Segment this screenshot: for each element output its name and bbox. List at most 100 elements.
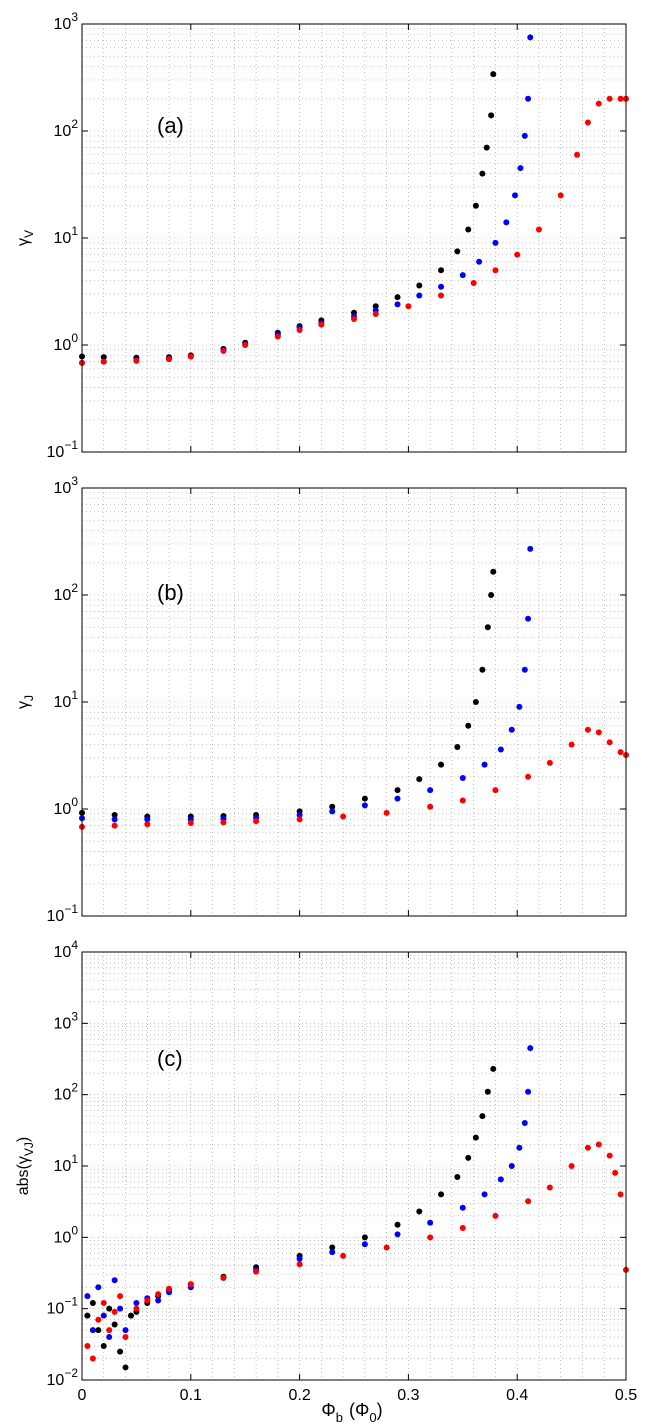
data-point	[383, 809, 390, 816]
data-point	[144, 821, 151, 828]
data-point	[488, 112, 495, 119]
data-point	[122, 1334, 129, 1341]
data-point	[155, 1297, 162, 1304]
data-point	[481, 1191, 488, 1198]
data-point	[329, 808, 336, 815]
data-point	[535, 226, 542, 233]
data-point	[111, 1321, 118, 1328]
data-point	[329, 1244, 336, 1251]
y-tick-label: 100	[54, 1223, 79, 1246]
x-axis-unit-sub: 0	[369, 1410, 376, 1424]
data-point	[84, 1312, 91, 1319]
data-point	[253, 1268, 260, 1275]
data-point	[329, 1249, 336, 1256]
data-point	[394, 1221, 401, 1228]
y-tick-label: 101	[54, 688, 79, 711]
data-point	[100, 354, 107, 361]
data-point	[459, 272, 466, 279]
x-tick-label: 0.4	[506, 1387, 528, 1404]
data-point	[606, 739, 613, 746]
data-point	[465, 226, 472, 233]
series-3	[79, 95, 629, 366]
data-point	[454, 1174, 461, 1181]
data-point	[514, 251, 521, 258]
data-point	[465, 1154, 472, 1161]
data-point	[106, 1305, 113, 1312]
data-point	[318, 321, 325, 328]
data-point	[296, 327, 303, 334]
data-point	[166, 355, 173, 362]
y-axis-title: γV	[15, 230, 36, 246]
data-point	[95, 1284, 102, 1291]
data-point	[106, 1327, 113, 1334]
data-point	[329, 803, 336, 810]
svg-text:Φb(Φ0): Φb (Φ0)	[321, 1400, 382, 1424]
data-point	[484, 624, 491, 631]
panels: 10−1 100 101 102 103 (a) γV 10−1 100 101 102 103 (b)…	[15, 10, 637, 1404]
data-point	[144, 816, 151, 823]
data-point	[479, 1113, 486, 1120]
data-point	[274, 333, 281, 340]
data-point	[595, 729, 602, 736]
data-point	[492, 239, 499, 246]
data-point	[497, 746, 504, 753]
data-point	[517, 165, 524, 172]
data-point	[427, 1219, 434, 1226]
y-tick-label: 103	[54, 474, 79, 497]
data-point	[479, 170, 486, 177]
data-point	[584, 726, 591, 733]
y-tick-label: 103	[54, 10, 79, 33]
data-point	[100, 358, 107, 365]
data-point	[521, 1120, 528, 1127]
data-point	[242, 342, 249, 348]
data-point	[512, 192, 519, 199]
data-point	[525, 1088, 532, 1095]
data-point	[472, 202, 479, 209]
data-point	[361, 802, 368, 809]
y-axis-title: γJ	[15, 695, 36, 709]
y-tick-label: 102	[54, 117, 79, 140]
data-point	[187, 1281, 194, 1288]
grid	[82, 952, 626, 1380]
data-point	[383, 1244, 390, 1251]
data-point	[372, 310, 379, 317]
data-point	[394, 795, 401, 802]
x-tick-label: 0.2	[288, 1387, 310, 1404]
data-point	[465, 722, 472, 729]
data-point	[508, 726, 515, 733]
data-point	[372, 303, 379, 310]
data-point	[472, 1134, 479, 1141]
y-tick-label: 10−1	[47, 902, 79, 925]
data-point	[606, 95, 613, 102]
data-point	[220, 347, 227, 354]
y-tick-label: 102	[54, 581, 79, 604]
data-point	[459, 797, 466, 804]
x-tick-label: 0.5	[615, 1387, 637, 1404]
data-point	[220, 1274, 227, 1281]
data-point	[117, 1293, 124, 1300]
y-tick-label: 10−2	[47, 1366, 79, 1389]
data-point	[122, 1364, 129, 1371]
data-point	[521, 132, 528, 139]
data-point	[481, 761, 488, 768]
data-point	[527, 34, 534, 41]
data-point	[568, 741, 575, 748]
data-point	[89, 1355, 96, 1362]
data-point	[95, 1327, 102, 1334]
data-point	[394, 787, 401, 794]
data-point	[492, 267, 499, 274]
data-point	[111, 1308, 118, 1315]
data-point	[122, 1327, 129, 1334]
data-point	[492, 1212, 499, 1219]
data-point	[516, 1144, 523, 1151]
panel-label: (a)	[157, 113, 184, 138]
data-point	[394, 294, 401, 301]
data-point	[527, 1045, 534, 1052]
data-point	[525, 773, 532, 780]
data-point	[405, 303, 412, 310]
data-point	[525, 615, 532, 622]
data-point	[416, 1208, 423, 1215]
data-point	[296, 1261, 303, 1268]
y-tick-label: 103	[54, 1009, 79, 1032]
data-point	[100, 1312, 107, 1319]
